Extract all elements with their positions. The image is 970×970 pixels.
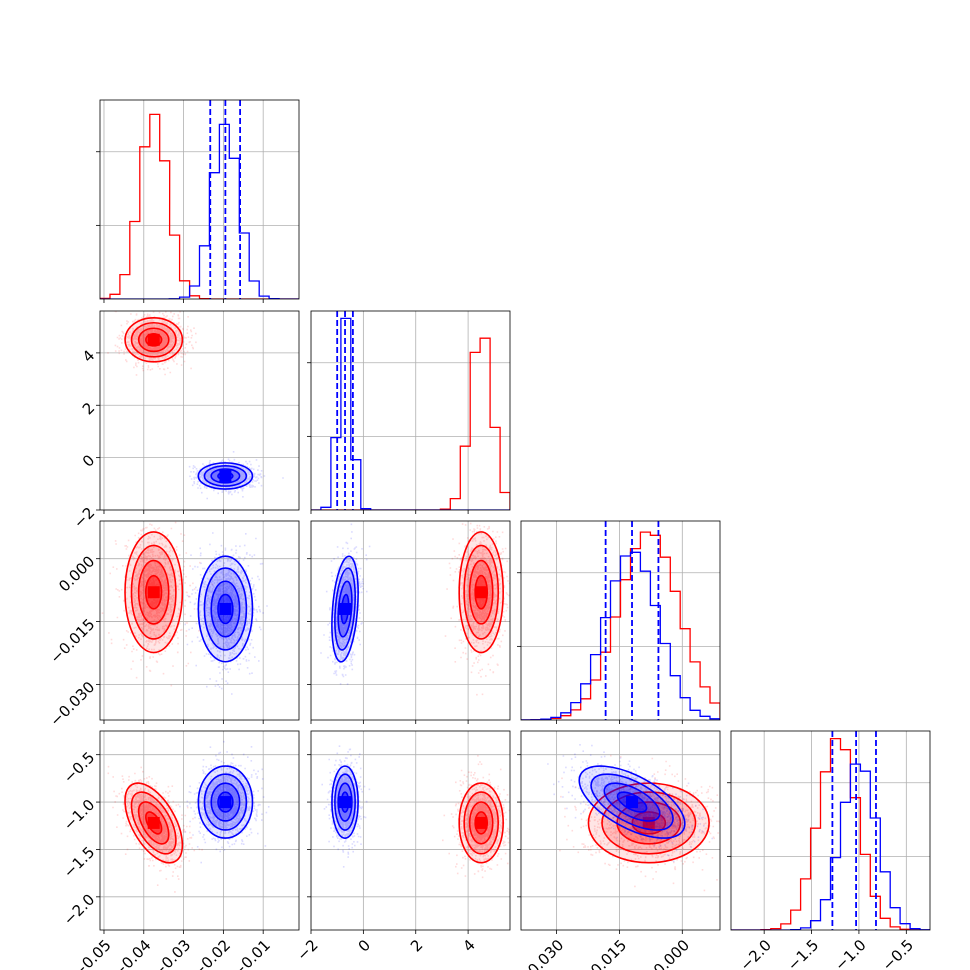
density-peak-1 <box>219 796 232 809</box>
x-tick-label: 0.000 <box>650 936 693 970</box>
density-peak-1 <box>339 796 352 809</box>
density-peak-0 <box>147 816 160 829</box>
panel-frame <box>310 730 511 931</box>
hist-panel-1 <box>307 310 511 514</box>
y-tick-label: −2 <box>70 504 98 532</box>
histogram-step-0 <box>100 113 299 299</box>
density-peak-0 <box>475 816 488 829</box>
panel-frame <box>99 520 300 721</box>
y-tick-label: −0.015 <box>46 615 98 667</box>
x-tick-label: −0.015 <box>578 936 630 970</box>
x-tick-label: 4 <box>459 936 478 955</box>
panel-frame <box>520 730 721 931</box>
y-tick-label: 0 <box>79 451 98 470</box>
panel-frame <box>310 310 511 511</box>
panel-frame <box>310 520 511 721</box>
panel-frame <box>99 99 300 300</box>
y-tick-label: −1.0 <box>60 796 98 834</box>
density-peak-0 <box>147 333 160 346</box>
x-tick-label: −2.0 <box>736 936 774 970</box>
x-tick-label: 2 <box>407 936 426 955</box>
x-tick-label: −0.03 <box>149 936 194 970</box>
y-tick-label: −2.0 <box>60 890 98 928</box>
panel-frame <box>99 730 300 931</box>
histogram-step-1 <box>521 551 720 720</box>
panel-frame <box>730 730 931 931</box>
x-tick-label: −1.0 <box>831 936 869 970</box>
x-tick-label: −0.5 <box>879 936 917 970</box>
hist-panel-2 <box>517 520 721 724</box>
scatter-panel-2-0: −0.030 −0.015 0.000 <box>46 520 300 730</box>
histogram-step-0 <box>311 337 510 510</box>
x-tick-label: 0 <box>355 936 374 955</box>
density-peak-1 <box>339 602 352 615</box>
histogram-step-1 <box>731 763 930 930</box>
x-tick-label: −1.5 <box>784 936 822 970</box>
density-peak-0 <box>475 586 488 599</box>
x-tick-label: −0.02 <box>189 936 234 970</box>
y-tick-label: −1.5 <box>60 843 98 881</box>
histogram-step-0 <box>731 737 930 930</box>
panel-frame <box>99 310 300 511</box>
density-peak-1 <box>219 469 232 482</box>
scatter-panel-2-1 <box>307 520 511 724</box>
scatter-panel-3-1: −2 0 2 4 <box>293 730 511 964</box>
density-peak-1 <box>219 602 232 615</box>
x-tick-label: −0.01 <box>229 936 274 970</box>
scatter-panel-3-2: −0.030 −0.015 0.000 <box>515 730 721 970</box>
density-peak-0 <box>642 816 655 829</box>
panel-frame <box>520 520 721 721</box>
y-tick-label: −0.5 <box>60 748 98 786</box>
density-peak-1 <box>626 796 639 809</box>
hist-panel-3: −2.0 −1.5 −1.0 −0.5 <box>727 730 931 970</box>
y-tick-label: 0.000 <box>55 552 98 595</box>
x-tick-label: −0.04 <box>109 936 154 970</box>
hist-panel-0 <box>96 99 300 303</box>
y-tick-label: −0.030 <box>46 678 98 730</box>
y-tick-label: 4 <box>79 347 98 366</box>
x-tick-label: −0.05 <box>70 936 115 970</box>
density-peak-0 <box>147 586 160 599</box>
y-tick-label: 2 <box>79 399 98 418</box>
scatter-panel-1-0: −2 0 2 4 <box>70 310 300 532</box>
histogram-step-1 <box>311 317 510 510</box>
x-tick-label: −2 <box>293 936 321 964</box>
x-tick-label: −0.030 <box>515 936 567 970</box>
scatter-panel-3-0: −0.05−0.04−0.03−0.02−0.01 −2.0 −1.5 −1.0 −0.… <box>60 730 300 970</box>
